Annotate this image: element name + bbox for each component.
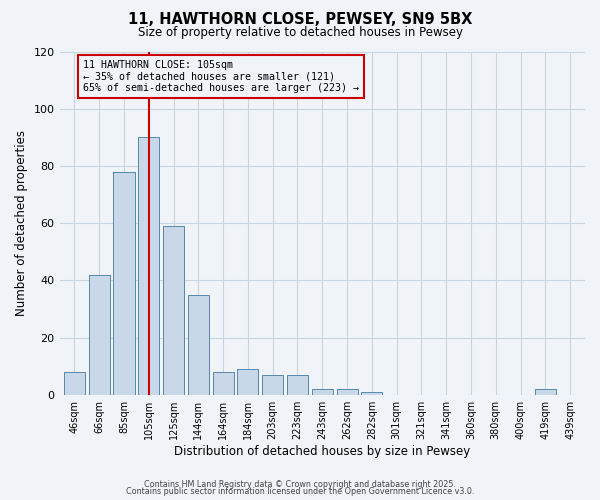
Y-axis label: Number of detached properties: Number of detached properties — [15, 130, 28, 316]
Bar — [361, 392, 382, 394]
Text: Contains public sector information licensed under the Open Government Licence v3: Contains public sector information licen… — [126, 488, 474, 496]
Bar — [287, 374, 308, 394]
Bar — [64, 372, 85, 394]
Bar — [238, 369, 259, 394]
Bar — [212, 372, 233, 394]
Bar — [138, 138, 160, 394]
Bar — [163, 226, 184, 394]
Bar — [535, 389, 556, 394]
Text: 11, HAWTHORN CLOSE, PEWSEY, SN9 5BX: 11, HAWTHORN CLOSE, PEWSEY, SN9 5BX — [128, 12, 472, 28]
Bar — [113, 172, 134, 394]
X-axis label: Distribution of detached houses by size in Pewsey: Distribution of detached houses by size … — [174, 444, 470, 458]
Text: 11 HAWTHORN CLOSE: 105sqm
← 35% of detached houses are smaller (121)
65% of semi: 11 HAWTHORN CLOSE: 105sqm ← 35% of detac… — [83, 60, 359, 94]
Bar — [337, 389, 358, 394]
Bar — [312, 389, 333, 394]
Bar — [89, 274, 110, 394]
Text: Contains HM Land Registry data © Crown copyright and database right 2025.: Contains HM Land Registry data © Crown c… — [144, 480, 456, 489]
Text: Size of property relative to detached houses in Pewsey: Size of property relative to detached ho… — [137, 26, 463, 39]
Bar — [262, 374, 283, 394]
Bar — [188, 294, 209, 394]
